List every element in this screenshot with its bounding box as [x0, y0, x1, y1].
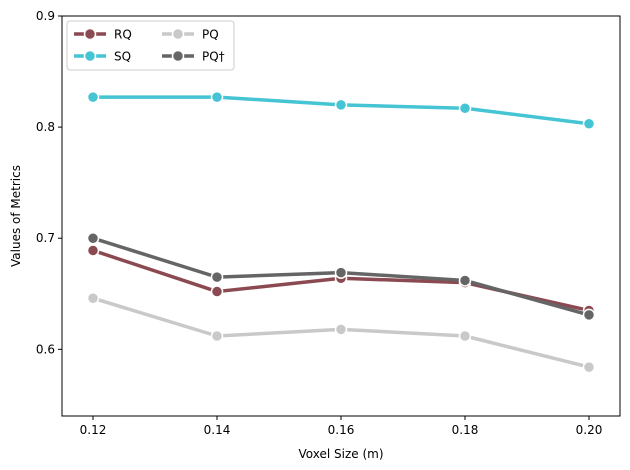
y-axis-label: Values of Metrics: [9, 165, 23, 267]
x-tick-label: 0.14: [204, 423, 231, 437]
x-axis: 0.12 0.14 0.16 0.18 0.20: [80, 416, 603, 437]
data-point-sq: [86, 90, 100, 104]
y-tick-label: 0.7: [36, 231, 55, 245]
data-point-sq: [210, 90, 224, 104]
legend-swatch-marker: [83, 27, 97, 41]
data-point-sq: [582, 117, 596, 131]
data-point-pq: [334, 266, 348, 279]
data-point-sq: [458, 101, 472, 115]
data-point-pq: [86, 291, 100, 305]
data-point-sq: [334, 98, 348, 112]
x-tick-label: 0.18: [452, 423, 479, 437]
legend-swatch-marker: [171, 49, 185, 63]
data-point-rq: [210, 285, 224, 298]
data-point-pq: [334, 323, 348, 336]
y-tick-label: 0.6: [36, 342, 55, 356]
y-tick-label: 0.8: [36, 120, 55, 134]
plot-area: [61, 15, 621, 417]
y-axis: 0.6 0.7 0.8 0.9: [36, 9, 62, 356]
data-point-rq: [86, 244, 100, 257]
legend-label: PQ†: [202, 50, 225, 64]
data-point-pq: [210, 270, 224, 284]
data-point-pq: [458, 274, 472, 287]
plot-frame: [61, 15, 621, 417]
legend-swatch-marker: [83, 49, 97, 63]
legend-label: RQ: [114, 28, 132, 42]
legend: RQ SQ PQ PQ†: [66, 20, 235, 71]
data-point-pq: [210, 329, 224, 343]
x-tick-label: 0.12: [80, 423, 107, 437]
x-tick-label: 0.20: [576, 423, 603, 437]
legend-label: SQ: [114, 50, 131, 64]
data-point-pq: [582, 360, 596, 374]
series-layer: [86, 90, 596, 374]
y-tick-label: 0.9: [36, 9, 55, 23]
legend-swatch-marker: [171, 27, 185, 41]
data-point-pq: [458, 329, 472, 343]
data-point-pq: [86, 231, 100, 245]
x-tick-label: 0.16: [328, 423, 355, 437]
x-axis-label: Voxel Size (m): [298, 447, 383, 461]
data-point-pq: [582, 308, 596, 322]
legend-label: PQ: [202, 28, 219, 42]
